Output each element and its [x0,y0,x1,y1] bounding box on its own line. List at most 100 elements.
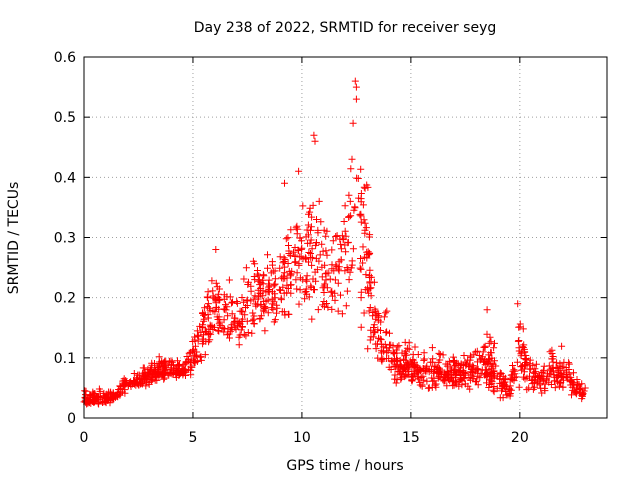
data-point [525,384,533,392]
data-point [489,386,497,394]
data-point [409,376,416,384]
data-point [383,328,391,336]
data-point [308,315,316,323]
data-point [419,372,427,380]
data-point [142,382,150,390]
data-point [506,392,514,400]
data-point [509,362,516,369]
data-point [320,226,328,234]
data-point [331,296,339,304]
data-point [337,256,345,264]
data-point [242,264,250,272]
data-point [432,380,440,388]
data-point [264,264,271,272]
data-point [337,245,345,253]
x-tick-label: 10 [293,430,311,446]
data-point [322,270,330,278]
data-point [212,246,220,253]
data-point [341,267,349,275]
data-point [460,368,468,376]
data-point [519,325,527,333]
data-point [297,245,305,253]
axes: 0 0.1 0.2 0.3 0.4 0.5 0.6 0 5 10 15 20 [54,50,607,446]
data-point [235,341,243,349]
data-point [193,358,201,365]
data-point [287,226,295,234]
data-point [569,381,577,388]
data-point [475,352,483,359]
data-point [174,357,181,365]
data-point [374,354,382,362]
data-point [555,382,563,390]
data-point [468,368,476,376]
data-point [295,260,303,268]
data-point [507,375,515,383]
data-point [259,276,267,284]
data-point [255,293,262,301]
data-point [183,353,191,360]
data-point [180,361,188,369]
data-point [254,277,262,285]
data-point [535,373,543,381]
data-point [341,227,349,235]
data-point [187,363,195,371]
data-point [568,377,576,385]
data-point [318,273,326,281]
data-point [204,294,212,302]
data-point [435,349,443,357]
data-point [370,329,378,337]
data-point [338,310,346,318]
data-point [280,308,288,316]
data-point [489,360,497,368]
data-point [510,366,518,374]
data-point [420,376,428,384]
data-point [165,357,173,365]
data-point [120,375,128,383]
data-point [236,331,244,339]
data-point [360,309,368,317]
data-point [382,309,390,317]
data-point [308,245,316,253]
data-point [327,288,335,296]
data-point [357,195,365,203]
data-point [271,294,279,302]
data-point [317,218,325,226]
data-point [315,257,323,265]
data-point [143,373,151,381]
data-point [325,269,333,277]
data-point [293,269,301,277]
data-point [483,370,490,378]
data-point [396,361,404,369]
data-point [573,376,581,383]
data-point [401,356,409,364]
data-point [532,360,540,368]
data-point [502,391,510,399]
data-point [539,368,547,376]
data-point [280,289,288,297]
data-point [558,342,566,350]
data-point [352,95,360,103]
data-point [329,237,337,245]
data-point [357,255,364,262]
data-point [194,331,201,339]
data-point [215,295,223,303]
data-point [265,283,273,291]
data-point [218,324,226,332]
data-point [229,298,236,306]
data-point [252,302,260,310]
data-point [241,311,249,319]
data-point [441,377,449,385]
data-point [520,341,528,349]
data-point [497,370,505,377]
data-point [432,363,440,371]
data-point [422,364,430,372]
data-point [292,276,300,284]
data-point [222,306,230,314]
data-point [357,323,365,331]
data-point [479,348,487,356]
data-point [350,206,358,214]
data-point [283,274,291,282]
data-point [551,384,559,392]
data-point [420,349,428,357]
